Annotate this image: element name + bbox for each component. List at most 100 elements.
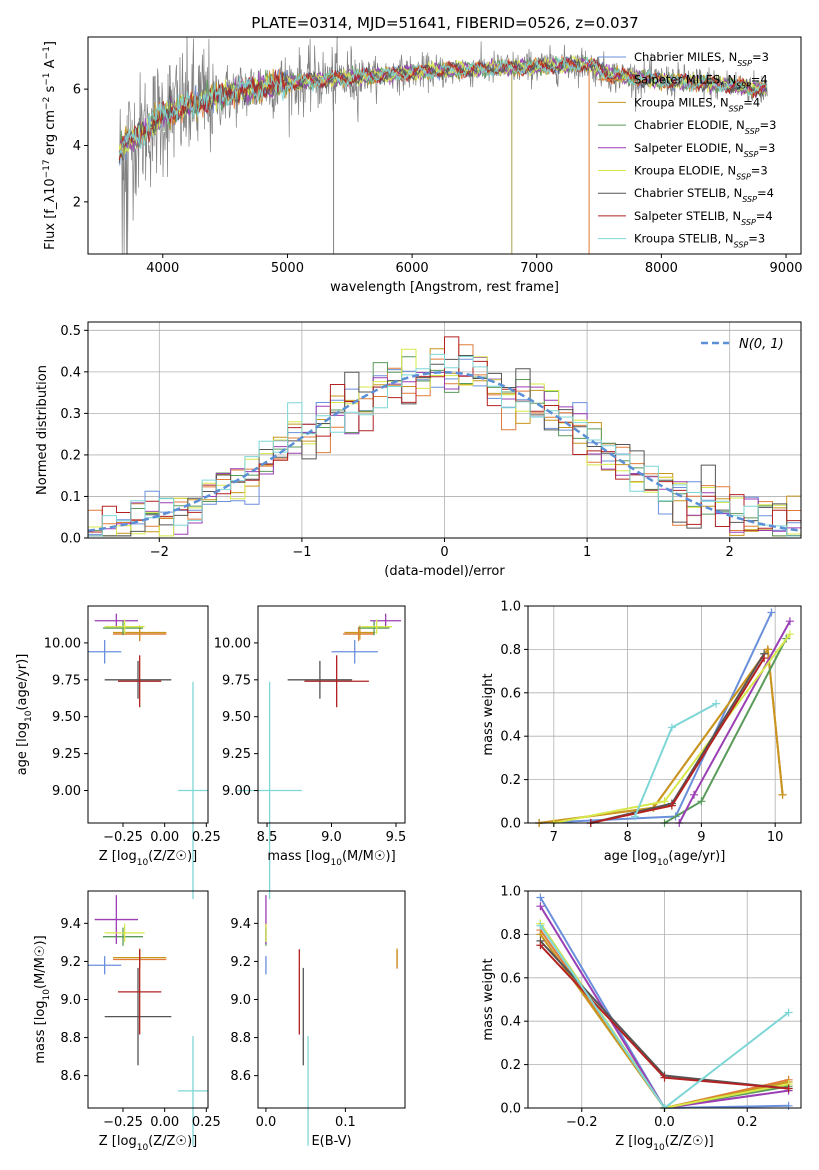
- y-tick-label: 0.2: [500, 1058, 521, 1073]
- data-layer: [88, 895, 208, 1146]
- y-tick-label: 8.6: [230, 1069, 251, 1084]
- y-tick-label: 9.25: [222, 747, 251, 762]
- y-tick-label: 0.3: [60, 407, 81, 422]
- label-part: (data-model)/error: [384, 564, 505, 579]
- label-part: age [: [15, 742, 30, 775]
- data-layer: [87, 336, 802, 537]
- y-tick-label: 9.2: [60, 955, 81, 970]
- legend-value: =3: [760, 118, 777, 132]
- y-tick-label: 9.0: [60, 993, 81, 1008]
- y-axis-label: mass weight: [481, 673, 496, 755]
- legend-subscript: SSP: [737, 59, 752, 68]
- x-tick-label: 5000: [271, 261, 304, 276]
- sfh-line: [663, 638, 788, 824]
- legend-label: N(0, 1): [739, 337, 784, 352]
- label-part: (Z/Z☉)]: [148, 1134, 197, 1149]
- x-tick-label: 6000: [396, 261, 429, 276]
- observed-spectrum: [118, 37, 768, 254]
- label-part: log: [633, 1134, 653, 1149]
- zdist-point: [660, 1073, 669, 1082]
- x-tick-label: 0.0: [256, 1115, 277, 1130]
- plot-age-vs-mass: 8.5 9.0 9.5 9.00 9.25 9.50 9.75 10.00 mass [log1…: [214, 605, 406, 900]
- data-layer: [237, 613, 402, 900]
- x-tick-label: 0.25: [192, 1115, 221, 1130]
- axes-layer: −2 −1 0 1 2 0.0 0.1 0.2 0.3 0.4 0.5 (data-model)/er…: [35, 321, 802, 579]
- label-part: 10: [137, 1143, 149, 1153]
- y-tick-label: 1.0: [500, 885, 521, 900]
- y-axis-label: age [log10(age/yr)]: [15, 654, 34, 776]
- label-part: (age/yr)]: [668, 849, 725, 864]
- zdist-point: [536, 902, 545, 911]
- sfh-point: [697, 797, 706, 806]
- axes-layer: 0.0 0.1 8.6 8.8 9.0 9.2 9.4 E(B-V): [230, 890, 406, 1149]
- x-tick-label: 8.5: [257, 830, 278, 845]
- y-tick-label: 9.50: [52, 710, 81, 725]
- y-tick-label: 4: [73, 139, 81, 154]
- label-part: s: [43, 86, 58, 97]
- x-tick-label: 7000: [520, 261, 553, 276]
- y-tick-label: 0.5: [60, 324, 81, 339]
- x-axis-label: Z [log10(Z/Z☉)]: [99, 849, 197, 868]
- x-tick-label: −0.2: [566, 1115, 598, 1130]
- legend-value: =4: [757, 186, 774, 200]
- legend-label: Salpeter STELIB, NSSP=4: [634, 209, 773, 227]
- legend-label: Chabrier MILES, NSSP=3: [634, 50, 769, 68]
- model-spectrum: [118, 57, 768, 161]
- sfh-point: [667, 801, 676, 810]
- y-tick-label: 2: [73, 195, 81, 210]
- x-tick-label: −2: [150, 545, 169, 560]
- label-part: 10: [653, 1143, 665, 1153]
- plot-mass-vs-EBV: 0.0 0.1 8.6 8.8 9.0 9.2 9.4 E(B-V): [230, 890, 406, 1149]
- legend-subscript: SSP: [744, 149, 759, 158]
- plot-frame: [527, 890, 802, 1109]
- legend-label: Salpeter ELODIE, NSSP=3: [634, 141, 775, 159]
- x-axis-label: age [log10(age/yr)]: [604, 849, 726, 868]
- legend-subscript: SSP: [736, 81, 751, 90]
- plot-frame: [87, 605, 209, 824]
- x-tick-label: −0.25: [103, 830, 143, 845]
- label-part: −2: [42, 97, 52, 110]
- label-part: 10: [657, 858, 669, 868]
- label-part: −1: [42, 72, 52, 85]
- label-part: mass weight: [481, 958, 496, 1040]
- label-part: log: [637, 849, 657, 864]
- x-tick-label: 1: [583, 545, 591, 560]
- x-tick-label: 0.25: [192, 830, 221, 845]
- sfh-point: [660, 797, 669, 806]
- label-part: E(B-V): [311, 1134, 351, 1149]
- y-tick-label: 8.8: [60, 1031, 81, 1046]
- x-axis-label: E(B-V): [311, 1134, 351, 1149]
- y-tick-label: 0.2: [500, 773, 521, 788]
- label-part: −17: [42, 159, 52, 178]
- x-tick-label: 0.1: [335, 1115, 356, 1130]
- sfh-point: [760, 654, 769, 663]
- y-tick-label: 0.6: [500, 686, 521, 701]
- legend-label: Kroupa STELIB, NSSP=3: [634, 232, 765, 250]
- zdist-point: [536, 893, 545, 902]
- label-part: 10: [42, 989, 52, 1001]
- legend-subscript: SSP: [734, 240, 749, 249]
- x-axis-label: wavelength [Angstrom, rest frame]: [330, 280, 559, 295]
- y-tick-label: 0.8: [500, 643, 521, 658]
- sfh-point: [630, 812, 639, 821]
- sfh-point: [712, 699, 721, 708]
- x-tick-label: 0.2: [737, 1115, 758, 1130]
- data-layer: [88, 613, 208, 900]
- plot-frame: [527, 605, 802, 824]
- label-part: log: [311, 849, 331, 864]
- y-axis-label: mass weight: [481, 958, 496, 1040]
- sfh-point: [667, 723, 676, 732]
- y-tick-label: 0.4: [500, 730, 521, 745]
- label-part: 10: [24, 710, 34, 722]
- label-part: Normed distribution: [35, 365, 50, 495]
- data-layer: [535, 608, 794, 827]
- plot-frame: [87, 321, 802, 539]
- x-tick-label: −0.25: [103, 1115, 143, 1130]
- label-part: A: [43, 59, 58, 72]
- plot-residuals: −2 −1 0 1 2 0.0 0.1 0.2 0.3 0.4 0.5 (data-model)/er…: [35, 321, 802, 579]
- x-tick-label: 4000: [146, 261, 179, 276]
